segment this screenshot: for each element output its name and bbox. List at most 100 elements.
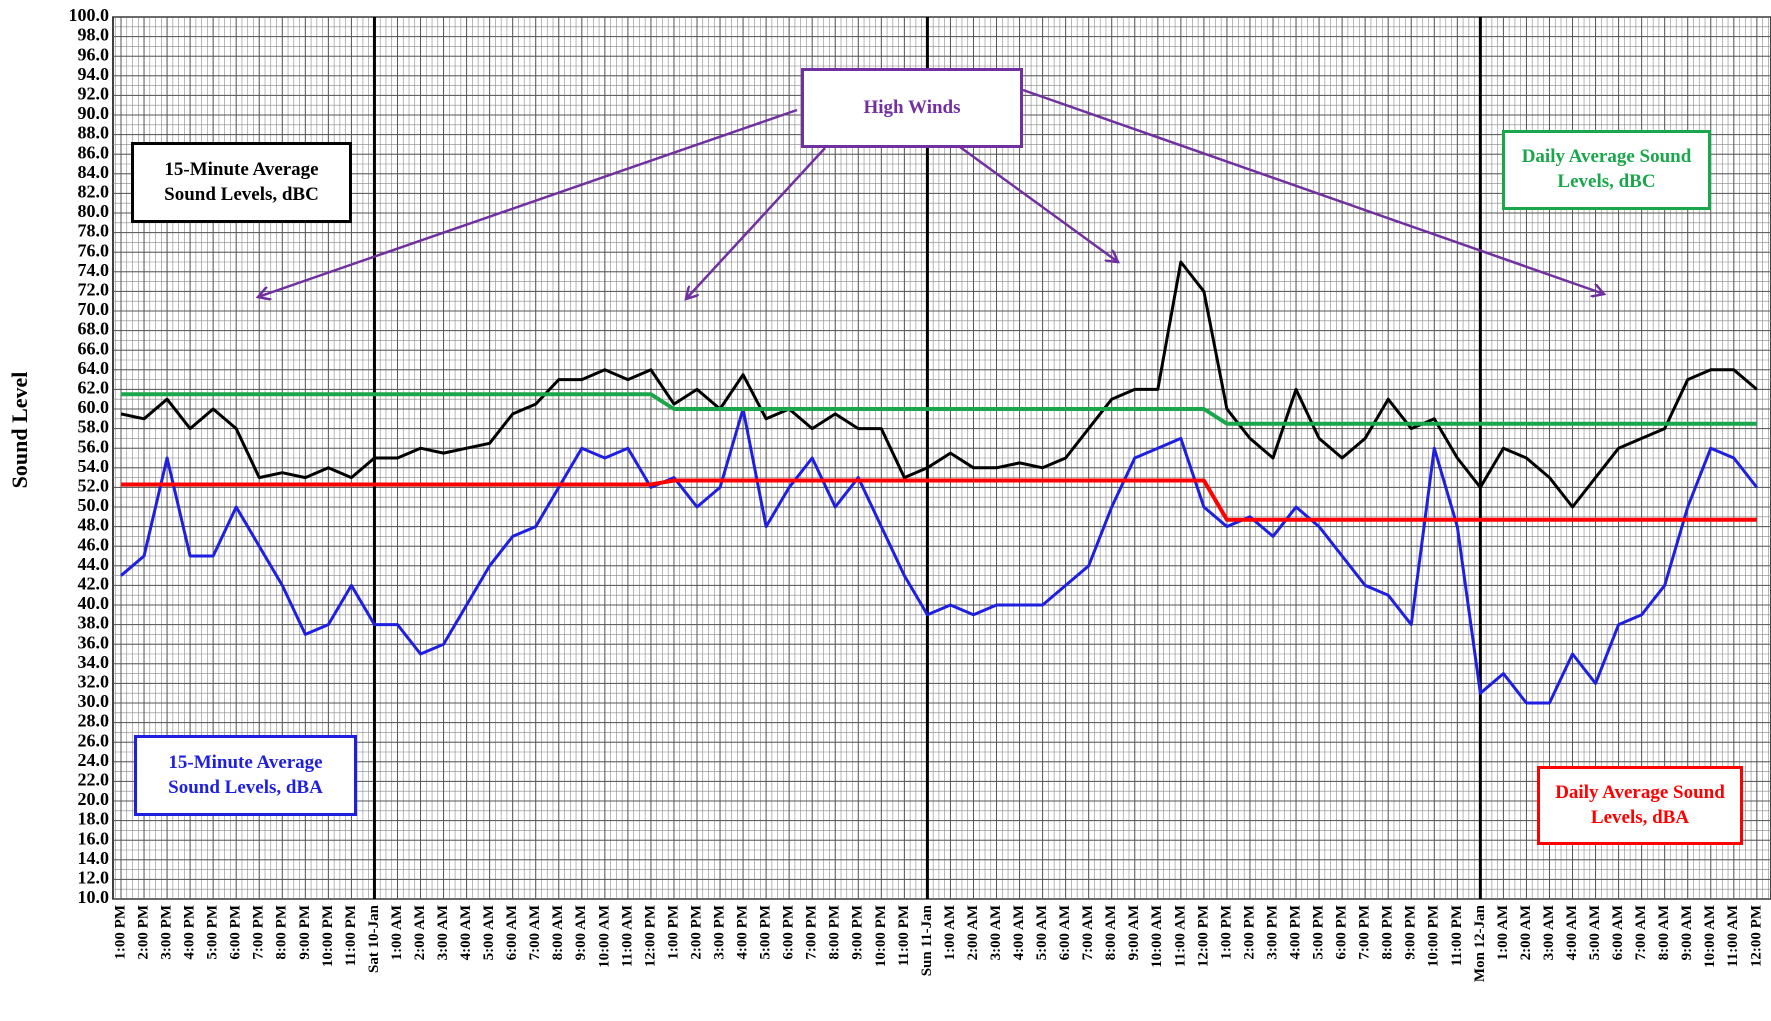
x-tick-label: 5:00 PM [1311, 905, 1327, 960]
x-tick-label: 6:00 AM [504, 905, 520, 960]
y-tick-label: 72.0 [78, 280, 110, 300]
x-tick-label: 7:00 PM [251, 905, 267, 960]
x-tick-label: 1:00 PM [665, 905, 681, 960]
y-tick-label: 44.0 [78, 554, 110, 574]
x-tick-label: 4:00 AM [1011, 905, 1027, 960]
x-tick-label: 6:00 PM [228, 905, 244, 960]
x-tick-label: 1:00 AM [1495, 905, 1511, 960]
x-tick-label: 9:00 PM [1403, 905, 1419, 960]
series-line [121, 392, 1757, 426]
x-tick-label: 10:00 AM [1702, 905, 1718, 968]
x-tick-label: 4:00 PM [1287, 905, 1303, 960]
x-tick-label: 3:00 PM [1264, 905, 1280, 960]
y-tick-label: 18.0 [78, 809, 110, 829]
x-tick-label: 6:00 PM [781, 905, 797, 960]
y-tick-label: 74.0 [78, 260, 110, 280]
x-tick-label: 7:00 AM [527, 905, 543, 960]
y-tick-label: 64.0 [78, 358, 110, 378]
y-tick-label: 90.0 [78, 103, 110, 123]
x-tick-label: 4:00 AM [1564, 905, 1580, 960]
x-tick-label: 10:00 PM [320, 905, 336, 967]
x-tick-label: 12:00 PM [1195, 905, 1211, 967]
y-tick-label: 96.0 [78, 44, 110, 64]
y-tick-label: 24.0 [78, 750, 110, 770]
x-tick-label: 2:00 PM [135, 905, 151, 960]
y-tick-label: 58.0 [78, 417, 110, 437]
x-tick-label: 5:00 AM [481, 905, 497, 960]
x-tick-label: 8:00 AM [1656, 905, 1672, 960]
x-tick-label: 2:00 PM [1241, 905, 1257, 960]
x-tick-label: 2:00 AM [965, 905, 981, 960]
x-tick-label: 6:00 AM [1610, 905, 1626, 960]
series-line [120, 260, 1758, 509]
x-tick-label: 4:00 PM [735, 905, 751, 960]
x-tick-label: 8:00 AM [1103, 905, 1119, 960]
x-tick-label: 3:00 AM [988, 905, 1004, 960]
y-tick-label: 20.0 [78, 789, 110, 809]
x-tick-label: 10:00 PM [1426, 905, 1442, 967]
y-tick-label: 50.0 [78, 495, 110, 515]
x-tick-label: 11:00 AM [1725, 905, 1741, 967]
x-tick-label: 1:00 AM [389, 905, 405, 960]
y-tick-label: 54.0 [78, 456, 110, 476]
y-tick-label: 70.0 [78, 299, 110, 319]
y-tick-label: 34.0 [78, 652, 110, 672]
y-tick-label: 48.0 [78, 515, 110, 535]
legend-dbc: 15-Minute Average Sound Levels, dBC [131, 142, 352, 223]
x-tick-label: 6:00 PM [1334, 905, 1350, 960]
x-tick-label: 12:00 PM [1748, 905, 1764, 967]
y-tick-label: 42.0 [78, 574, 110, 594]
legend-daily-dbc: Daily Average Sound Levels, dBC [1502, 130, 1711, 210]
y-axis-label: Sound Level [7, 372, 32, 489]
x-tick-label: 11:00 PM [1449, 905, 1465, 966]
y-tick-label: 52.0 [78, 476, 110, 496]
x-tick-label: 3:00 AM [1541, 905, 1557, 960]
y-tick-label: 78.0 [78, 221, 110, 241]
x-tick-label: 5:00 AM [1587, 905, 1603, 960]
x-tick-label: 12:00 PM [642, 905, 658, 967]
x-tick-label: 10:00 AM [596, 905, 612, 968]
x-tick-label: 8:00 PM [827, 905, 843, 960]
x-tick-label: 5:00 AM [1034, 905, 1050, 960]
x-tick-label: 7:00 AM [1080, 905, 1096, 960]
x-tick-label: 2:00 AM [412, 905, 428, 960]
x-tick-label: 5:00 PM [758, 905, 774, 960]
annotation-arrow [1022, 88, 1604, 294]
x-tick-label: 7:00 PM [1357, 905, 1373, 960]
y-tick-label: 22.0 [78, 770, 110, 790]
legend-daily-dba: Daily Average Sound Levels, dBA [1537, 766, 1743, 845]
y-tick-label: 66.0 [78, 338, 110, 358]
x-tick-label: 4:00 AM [458, 905, 474, 960]
y-tick-label: 40.0 [78, 593, 110, 613]
x-tick-label: Sun 11-Jan [919, 904, 935, 976]
y-tick-label: 36.0 [78, 632, 110, 652]
x-tick-label: 6:00 AM [1057, 905, 1073, 960]
x-tick-label: 2:00 AM [1518, 905, 1534, 960]
y-tick-label: 16.0 [78, 828, 110, 848]
y-tick-label: 60.0 [78, 397, 110, 417]
y-tick-label: 46.0 [78, 534, 110, 554]
x-tick-label: 7:00 PM [804, 905, 820, 960]
y-tick-label: 14.0 [78, 848, 110, 868]
x-tick-label: 11:00 AM [619, 905, 635, 967]
x-tick-label: 3:00 PM [711, 905, 727, 960]
annotation-arrow [258, 108, 798, 297]
x-tick-label: 11:00 PM [343, 905, 359, 966]
x-tick-label: 7:00 AM [1633, 905, 1649, 960]
series-line [120, 407, 1759, 705]
x-tick-label: 8:00 AM [550, 905, 566, 960]
x-tick-label: 9:00 AM [1679, 905, 1695, 960]
y-tick-label: 86.0 [78, 142, 110, 162]
y-tick-label: 82.0 [78, 182, 110, 202]
x-tick-label: 1:00 AM [942, 905, 958, 960]
x-tick-label: 10:00 PM [873, 905, 889, 967]
x-tick-label: 9:00 AM [1126, 905, 1142, 960]
annotation-arrow [959, 145, 1118, 262]
y-tick-label: 94.0 [78, 64, 110, 84]
y-tick-label: 62.0 [78, 378, 110, 398]
y-tick-label: 30.0 [78, 691, 110, 711]
x-tick-label: 9:00 PM [850, 905, 866, 960]
y-tick-label: 98.0 [78, 25, 110, 45]
y-tick-label: 56.0 [78, 436, 110, 456]
